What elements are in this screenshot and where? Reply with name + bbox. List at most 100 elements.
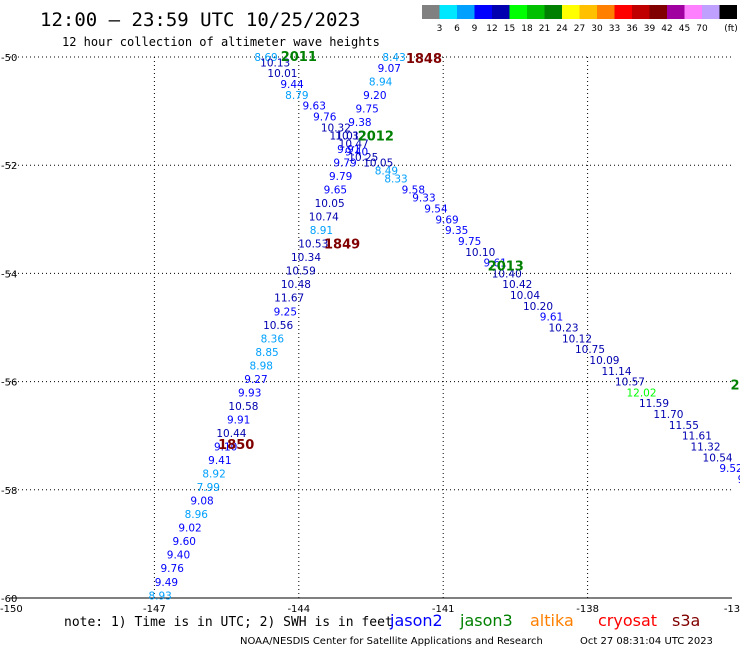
wave-height-label: 10.47: [339, 139, 369, 151]
wave-height-label: 9.61: [540, 312, 563, 324]
wave-height-label: 10.54: [703, 452, 733, 464]
wave-height-label: 9.91: [337, 144, 360, 156]
wave-height-label: 9.61: [483, 258, 506, 270]
legend-unit: (ft): [724, 24, 738, 34]
legend-label: 42: [661, 24, 672, 34]
wave-height-label: 8.98: [250, 360, 273, 372]
wave-height-label: 9.91: [227, 414, 250, 426]
legend-swatch: [509, 5, 527, 19]
track-time-label: 2012: [358, 129, 394, 144]
satellite-name: cryosat: [598, 611, 657, 630]
wave-height-label: 10.58: [228, 401, 258, 413]
wave-height-label: 10.53: [298, 239, 328, 251]
y-tick-label: -60: [1, 594, 17, 605]
legend-label: 24: [556, 24, 568, 34]
wave-height-label: 9.58: [402, 185, 425, 197]
wave-height-label: 9.38: [348, 117, 371, 129]
wave-height-label: 8.93: [148, 590, 171, 602]
wave-height-label: 11.59: [639, 398, 669, 410]
legend-swatch: [684, 5, 702, 19]
wave-height-label: 8.36: [261, 333, 285, 345]
wave-height-label: 10.75: [575, 344, 605, 356]
chart-title: 12:00 – 23:59 UTC 10/25/2023: [40, 9, 360, 31]
wave-height-label: 10.05: [315, 198, 345, 210]
wave-height-label: 10.56: [263, 320, 293, 332]
footer-note: note: 1) Time is in UTC; 2) SWH is in fe…: [64, 615, 393, 630]
chart-subtitle: 12 hour collection of altimeter wave hei…: [62, 35, 380, 49]
wave-height-label: 9.69: [435, 214, 458, 226]
wave-height-label: 9.75: [458, 236, 481, 248]
wave-height-label: 9.49: [155, 577, 178, 589]
x-tick-label: -141: [432, 604, 455, 615]
y-tick-label: -54: [1, 269, 17, 280]
x-tick-label: -144: [287, 604, 310, 615]
wave-height-label: 8.91: [310, 225, 333, 237]
satellite-name: altika: [530, 611, 574, 630]
wave-height-label: 10.01: [267, 68, 297, 80]
wave-height-label: 11.55: [669, 420, 699, 432]
wave-height-label: 8.43: [382, 52, 405, 64]
wave-height-label: 9.: [738, 474, 740, 486]
wave-height-label: 8.79: [285, 90, 308, 102]
legend-label: 30: [591, 24, 603, 34]
wave-height-label: 8.69: [254, 52, 277, 64]
legend-swatch: [579, 5, 597, 19]
wave-height-label: 9.25: [274, 306, 297, 318]
legend-label: 33: [609, 24, 620, 34]
wave-height-label: 9.63: [303, 101, 326, 113]
wave-height-label: 10.32: [321, 122, 351, 134]
wave-height-label: 10.42: [502, 279, 532, 291]
x-tick-label: -150: [0, 604, 23, 615]
wave-height-label: 10.10: [465, 247, 495, 259]
footer-timestamp: Oct 27 08:31:04 UTC 2023: [580, 636, 713, 647]
legend-swatch: [667, 5, 685, 19]
track-time-label: 2011: [281, 50, 317, 65]
legend-swatch: [457, 5, 475, 19]
track-time-label: 201: [730, 378, 740, 393]
wave-height-label: 9.35: [445, 225, 468, 237]
wave-height-label: 11.67: [274, 293, 304, 305]
legend-label: 3: [437, 24, 443, 34]
wave-height-label: 8.94: [369, 76, 393, 88]
wave-height-label: 9.65: [324, 185, 347, 197]
legend-swatch: [632, 5, 650, 19]
wave-height-label: 8.96: [185, 509, 209, 521]
track-time-label: 2013: [488, 259, 524, 274]
y-tick-label: -50: [1, 53, 17, 64]
legend-swatch: [562, 5, 580, 19]
wave-height-label: 10.12: [562, 333, 592, 345]
wave-height-label: 8.85: [255, 347, 278, 359]
wave-height-label: 9.27: [244, 374, 267, 386]
wave-height-label: 11.14: [601, 366, 631, 378]
wave-height-label: 9.54: [424, 203, 448, 215]
wave-height-label: 8.49: [375, 166, 398, 178]
wave-height-label: 10.23: [549, 323, 579, 335]
wave-height-label: 9.40: [167, 550, 190, 562]
legend-label: 21: [539, 24, 550, 34]
legend-label: 12: [486, 24, 497, 34]
wave-height-label: 10.48: [281, 279, 311, 291]
track-labels: 2011 1848 2012 1849 2013 1850 201: [218, 50, 740, 453]
wave-height-label: 9.40: [345, 147, 368, 159]
wave-height-label: 9.79: [329, 171, 352, 183]
wave-height-label: 9.08: [190, 496, 213, 508]
wave-height-label: 8.33: [384, 174, 407, 186]
legend-swatch: [527, 5, 545, 19]
wave-height-label: 12.02: [626, 387, 656, 399]
wave-height-label: 9.60: [173, 536, 196, 548]
wave-height-label: 9.75: [355, 103, 378, 115]
legend-swatch: [649, 5, 667, 19]
wave-height-label: 10.44: [216, 428, 246, 440]
wave-height-label: 11.32: [690, 442, 720, 454]
satellite-name: jason2: [389, 611, 443, 630]
wave-height-label: 9.44: [280, 79, 304, 91]
wave-height-label: 10.04: [510, 290, 540, 302]
x-tick-label: -138: [576, 604, 599, 615]
wave-height-label: 9.52: [719, 463, 740, 475]
wave-height-label: 9.33: [412, 193, 435, 205]
satellite-legend: jason2 jason3 altika cryosat s3a: [389, 611, 700, 630]
legend-label: 39: [644, 24, 656, 34]
legend-swatch: [544, 5, 562, 19]
wave-height-label: 10.13: [260, 57, 290, 69]
